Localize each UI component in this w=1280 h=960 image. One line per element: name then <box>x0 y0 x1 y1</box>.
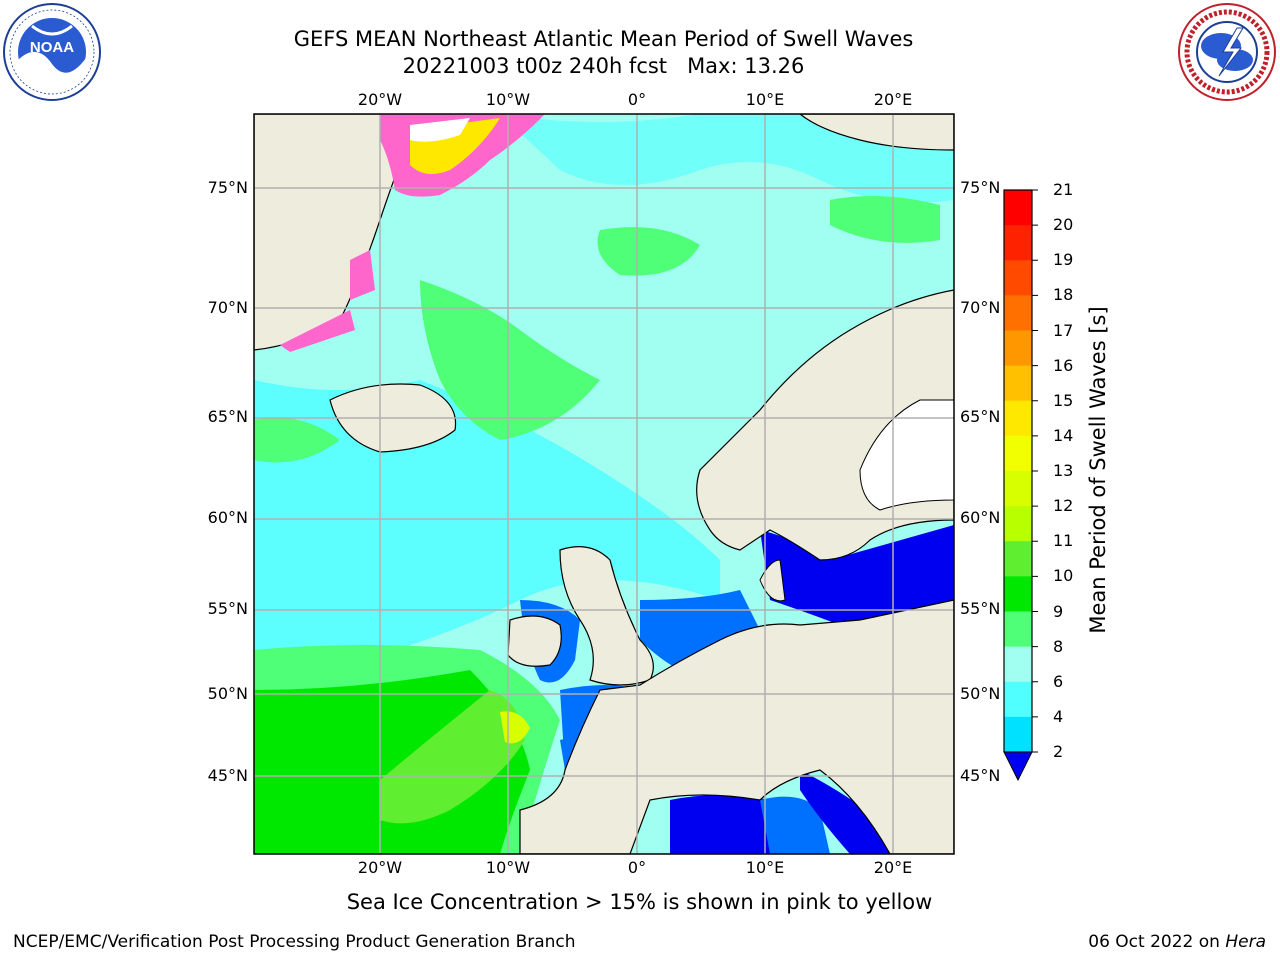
colorbar-tick-label: 20 <box>1053 215 1074 235</box>
noaa-logo-icon: NOAA <box>3 3 101 101</box>
lat-label-right-70: 70°N <box>960 298 1001 317</box>
swell-region-green-2 <box>254 417 340 463</box>
lat-label-left-60: 60°N <box>207 508 248 527</box>
svalbard-land <box>799 114 954 151</box>
lon-label-top-20w: 20°W <box>357 90 403 109</box>
lat-label-right-65: 65°N <box>960 407 1001 426</box>
nws-logo-icon <box>1178 3 1276 101</box>
lat-label-left-65: 65°N <box>207 407 248 426</box>
colorbar-tick-label: 14 <box>1053 425 1074 445</box>
colorbar-segment <box>1004 646 1032 683</box>
colorbar-tick-label: 13 <box>1053 461 1074 480</box>
colorbar-tick-label: 6 <box>1053 671 1064 691</box>
colorbar-segment <box>1004 716 1032 753</box>
lon-label-top-10e: 10°E <box>745 90 785 109</box>
lat-label-left-45: 45°N <box>207 766 248 785</box>
footer-date-text: 06 Oct 2022 on <box>1088 932 1226 952</box>
lat-label-right-75: 75°N <box>960 178 1001 197</box>
gridlines <box>254 114 954 854</box>
title-line-2: 20221003 t00z 240h fcst Max: 13.26 <box>402 54 805 78</box>
colorbar-segment <box>1004 611 1032 648</box>
colorbar-segment <box>1004 576 1032 612</box>
chart-title: GEFS MEAN Northeast Atlantic Mean Period… <box>0 26 1207 80</box>
colorbar-tick-label: 19 <box>1053 250 1074 270</box>
continental-europe-land <box>519 599 954 854</box>
colorbar-segment <box>1004 295 1032 331</box>
gulf-of-bothnia <box>859 399 954 511</box>
colorbar-segment <box>1004 541 1032 577</box>
colorbar-segment <box>1004 471 1032 507</box>
lat-label-right-50: 50°N <box>960 684 1001 703</box>
lat-label-left-55: 55°N <box>207 599 248 618</box>
colorbar-segment <box>1004 260 1032 296</box>
lat-label-right-45: 45°N <box>960 766 1001 785</box>
colorbar-segment <box>1004 681 1032 718</box>
lat-label-right-60: 60°N <box>960 508 1001 527</box>
colorbar-tick-label: 10 <box>1053 566 1074 586</box>
colorbar-tick-label: 18 <box>1053 285 1074 305</box>
lon-label-top-0: 0° <box>627 90 647 109</box>
map-frame <box>253 113 955 855</box>
sea-ice-pink-strait <box>280 310 355 352</box>
colorbar-tick-label: 2 <box>1053 742 1064 761</box>
sea-ice-caption: Sea Ice Concentration > 15% is shown in … <box>346 890 933 914</box>
adriatic-blue <box>800 770 890 854</box>
swell-region-green-4 <box>597 227 700 276</box>
footer-credit: NCEP/EMC/Verification Post Processing Pr… <box>13 932 576 952</box>
lon-label-bottom-0: 0° <box>627 858 647 877</box>
colorbar-tick-label: 17 <box>1053 320 1074 340</box>
colorbar-tick-label: 12 <box>1053 496 1074 516</box>
map-plot-area <box>254 114 954 854</box>
colorbar-tick-label: 8 <box>1053 636 1064 656</box>
colorbar <box>1003 189 1038 782</box>
denmark-land <box>759 559 786 602</box>
lon-label-top-20e: 20°E <box>873 90 913 109</box>
lon-label-bottom-10w: 10°W <box>485 858 531 877</box>
colorbar-tick-label: 21 <box>1053 180 1074 199</box>
med-tyrrhenian-blue <box>760 796 830 854</box>
lat-label-left-50: 50°N <box>207 684 248 703</box>
colorbar-tick-label: 4 <box>1053 706 1064 726</box>
swell-band-cyan-north <box>500 114 954 203</box>
footer-date: 06 Oct 2022 on Hera <box>1088 932 1266 952</box>
swell-region-green-3 <box>830 196 940 243</box>
lon-label-bottom-10e: 10°E <box>745 858 785 877</box>
lat-label-left-70: 70°N <box>207 298 248 317</box>
lon-label-top-10w: 10°W <box>485 90 531 109</box>
colorbar-label: Mean Period of Swell Waves [s] <box>1086 306 1110 634</box>
colorbar-tick-label: 9 <box>1053 601 1064 621</box>
swell-region-green-1 <box>420 280 600 440</box>
colorbar-tick-label: 15 <box>1053 390 1074 410</box>
colorbar-segment <box>1004 330 1032 367</box>
noaa-logo-text: NOAA <box>30 39 74 56</box>
colorbar-segment <box>1004 225 1032 261</box>
lon-label-bottom-20e: 20°E <box>873 858 913 877</box>
colorbar-segment <box>1004 400 1032 437</box>
colorbar-segment <box>1004 190 1032 226</box>
footer-host: Hera <box>1225 932 1266 952</box>
lat-label-right-55: 55°N <box>960 599 1001 618</box>
sea-ice-pink-east-greenland <box>350 250 375 300</box>
colorbar-segment <box>1004 365 1032 402</box>
swell-region-yellowgreen <box>380 690 525 824</box>
colorbar-extend-arrow <box>1003 751 1033 782</box>
lon-label-bottom-20w: 20°W <box>357 858 403 877</box>
colorbar-tick-label: 16 <box>1053 355 1074 375</box>
swell-band-cyan <box>254 380 720 690</box>
colorbar-segment <box>1004 506 1032 542</box>
lat-label-left-75: 75°N <box>207 178 248 197</box>
title-line-1: GEFS MEAN Northeast Atlantic Mean Period… <box>293 27 914 51</box>
colorbar-tick-label: 11 <box>1053 531 1074 551</box>
sea-ice-white <box>410 118 470 142</box>
ireland-land <box>507 615 562 667</box>
colorbar-segment <box>1004 435 1032 472</box>
